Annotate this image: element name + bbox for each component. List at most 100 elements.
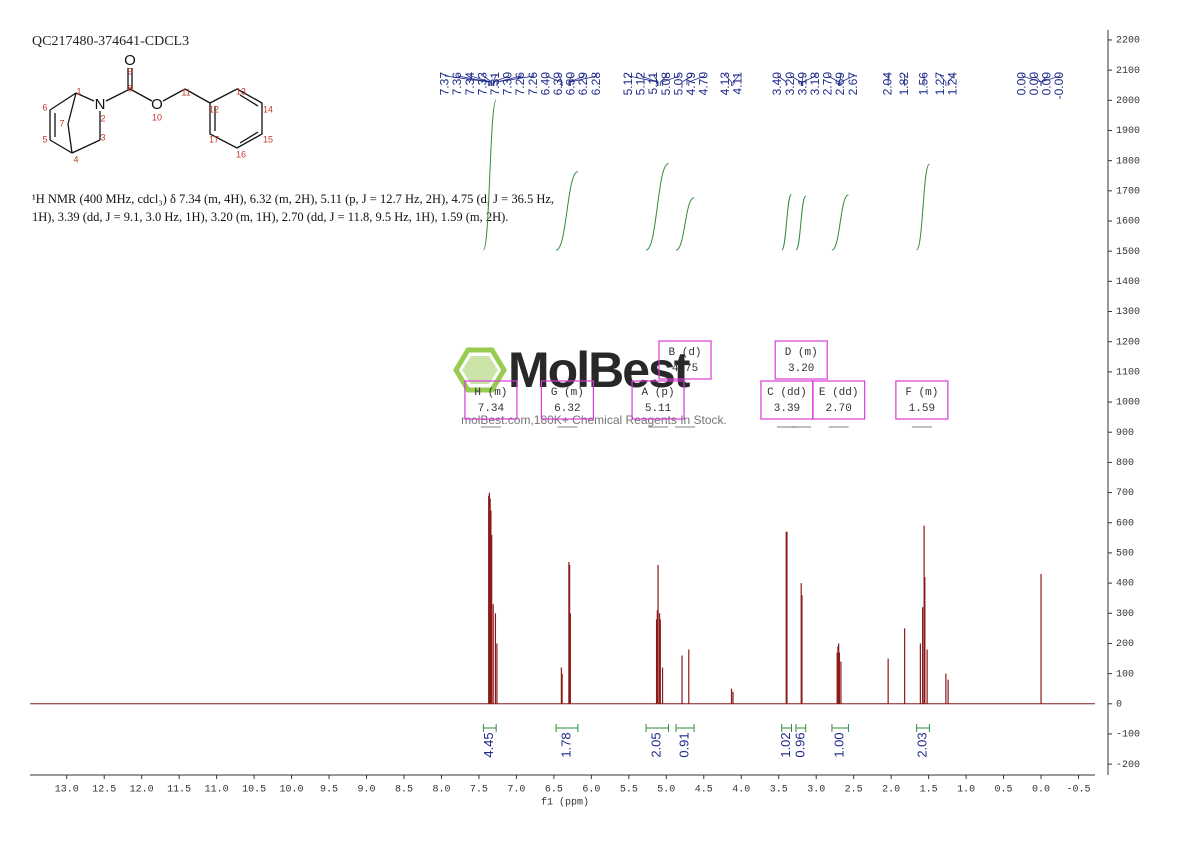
x-tick-label: 2.5 xyxy=(845,785,863,796)
multiplet-shift: 2.70 xyxy=(825,403,851,415)
multiplet-shift: 7.34 xyxy=(478,403,505,415)
peak-leader xyxy=(568,74,572,86)
integral-curve xyxy=(781,193,792,251)
multiplet-name: C (dd) xyxy=(767,387,807,399)
integral-label: 0.96 xyxy=(792,732,807,757)
peak-leader xyxy=(457,74,490,86)
peak-leader xyxy=(545,74,562,86)
multiplet-shift: 4.75 xyxy=(672,363,698,375)
watermark-brand: MolBest xyxy=(508,342,691,398)
peak-leader xyxy=(659,74,668,86)
multiplet-box xyxy=(464,380,518,420)
peak-label: 4.11 xyxy=(731,72,745,95)
x-tick-label: 4.5 xyxy=(695,785,713,796)
y-tick-label: 1400 xyxy=(1116,277,1140,288)
x-tick-label: 7.5 xyxy=(470,785,488,796)
atom-label: N xyxy=(95,96,106,113)
peak-leader xyxy=(653,74,659,86)
peak-label: 2.69 xyxy=(833,72,847,96)
atom-number: 6 xyxy=(42,102,47,112)
atom-number: 17 xyxy=(209,134,219,144)
y-tick-label: -200 xyxy=(1116,760,1140,771)
x-tick-label: 8.5 xyxy=(395,785,413,796)
molecule xyxy=(49,68,263,154)
integral-label: 1.78 xyxy=(558,732,573,757)
peak-leader xyxy=(839,74,842,86)
peak-leader xyxy=(662,74,680,86)
atom-number: 4 xyxy=(73,154,78,164)
peak-leader xyxy=(482,74,493,86)
y-tick-label: 1100 xyxy=(1116,368,1140,379)
peak-leader xyxy=(558,74,563,86)
multiplet-shift: 3.20 xyxy=(788,363,814,375)
peak-leader xyxy=(777,74,787,86)
integral-curve xyxy=(795,195,807,251)
peak-leader xyxy=(790,74,802,86)
y-tick-label: 2100 xyxy=(1116,66,1140,77)
y-tick-label: 1300 xyxy=(1116,307,1140,318)
peak-label: 1.24 xyxy=(945,72,959,96)
multiplet-shift: 3.39 xyxy=(774,403,800,415)
y-tick-label: 2200 xyxy=(1116,36,1140,47)
y-tick-label: 100 xyxy=(1116,669,1134,680)
peak-label: 7.37 xyxy=(438,72,452,96)
peak-leader xyxy=(496,74,535,86)
peak-leader xyxy=(940,74,947,86)
y-tick-label: 400 xyxy=(1116,579,1134,590)
x-tick-label: 7.0 xyxy=(507,785,525,796)
integral-label: 2.05 xyxy=(649,732,664,757)
x-tick-label: 5.5 xyxy=(620,785,638,796)
y-tick-label: 1900 xyxy=(1116,126,1140,137)
peak-label: -0.00 xyxy=(1052,72,1066,100)
x-tick-label: 2.0 xyxy=(882,785,900,796)
x-tick-label: 13.0 xyxy=(55,785,79,796)
multiplet-name: B (d) xyxy=(669,347,702,359)
peak-label: 0.00 xyxy=(1040,72,1054,96)
peak-leader xyxy=(681,74,693,86)
y-tick-label: 1600 xyxy=(1116,217,1140,228)
peak-leader xyxy=(1040,74,1061,86)
peak-leader xyxy=(470,74,492,86)
atom-number: 1 xyxy=(76,86,81,96)
atom-label: O xyxy=(151,96,163,113)
y-tick-label: 600 xyxy=(1116,518,1134,529)
peak-leader xyxy=(802,74,817,86)
integral-curve xyxy=(482,99,497,251)
integral-label: 2.03 xyxy=(914,732,929,757)
peak-label: 4.13 xyxy=(718,72,732,96)
x-tick-label: 8.0 xyxy=(432,785,450,796)
x-tick-label: 11.5 xyxy=(167,785,191,796)
multiplet-name: H (m) xyxy=(474,387,507,399)
y-tick-label: 2000 xyxy=(1116,96,1140,107)
atom-number: 7 xyxy=(59,118,64,128)
peak-leader xyxy=(840,74,855,86)
peak-label: 0.00 xyxy=(1014,72,1028,96)
multiplet-shift: 1.59 xyxy=(909,403,935,415)
x-tick-label: 3.0 xyxy=(807,785,825,796)
x-tick-label: 12.0 xyxy=(130,785,154,796)
integral-label: 1.00 xyxy=(832,732,847,757)
y-tick-label: 200 xyxy=(1116,639,1134,650)
peak-label: 1.56 xyxy=(916,72,930,96)
integral-label: 4.45 xyxy=(481,732,496,757)
peak-label: 7.31 xyxy=(488,72,502,96)
peak-leader xyxy=(732,74,739,86)
peak-leader xyxy=(801,74,804,86)
peak-label: 5.12 xyxy=(621,72,635,96)
y-tick-label: 800 xyxy=(1116,458,1134,469)
y-tick-label: 500 xyxy=(1116,549,1134,560)
peak-label: 1.27 xyxy=(933,72,947,96)
x-tick-label: 4.0 xyxy=(732,785,750,796)
peak-label: 0.00 xyxy=(1027,72,1041,96)
integral-curve xyxy=(831,194,849,251)
x-tick-label: 9.5 xyxy=(320,785,338,796)
multiplet-box xyxy=(658,340,712,380)
peak-label: 5.12 xyxy=(634,72,648,96)
y-tick-label: 300 xyxy=(1116,609,1134,620)
x-tick-label: 12.5 xyxy=(92,785,116,796)
watermark-tagline: molBest.com,180K+ Chemical Reagents In S… xyxy=(461,413,727,427)
x-tick-label: 10.0 xyxy=(280,785,304,796)
y-tick-label: 1500 xyxy=(1116,247,1140,258)
peak-leader xyxy=(445,74,490,86)
multiplet-box xyxy=(631,380,685,420)
